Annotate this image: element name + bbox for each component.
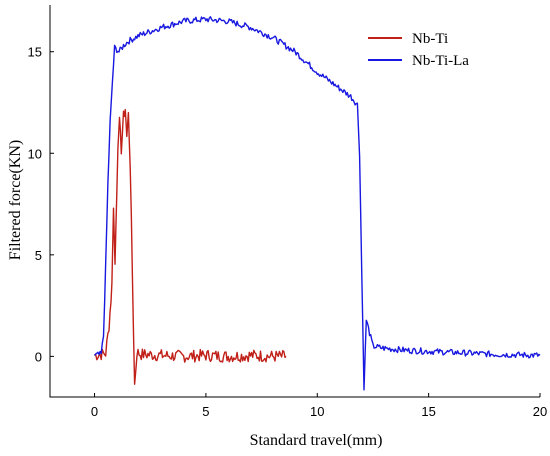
x-axis-label: Standard travel(mm) [250,432,383,449]
y-tick-label: 10 [28,146,42,161]
series-line-nb-ti-la [93,16,541,391]
x-tick-label: 5 [202,404,209,419]
chart-axes [49,5,541,398]
y-tick-label: 5 [35,248,42,263]
axis-frame [49,5,540,398]
x-tick-label: 10 [310,404,324,419]
x-tick-label: 15 [421,404,435,419]
series-line-nb-ti [94,108,287,385]
legend-label: Nb-Ti [412,31,448,47]
y-tick-label: 15 [28,45,42,60]
tick-labels: 0 5 10 15 20 0 5 10 15 [28,45,548,419]
x-tick-label: 0 [91,404,98,419]
legend: Nb-Ti Nb-Ti-La [368,31,469,69]
x-tick-label: 20 [533,404,547,419]
y-tick-label: 0 [35,349,42,364]
y-axis-label: Filtered force(KN) [7,140,24,260]
series-layer [93,16,541,391]
legend-label: Nb-Ti-La [412,53,469,69]
